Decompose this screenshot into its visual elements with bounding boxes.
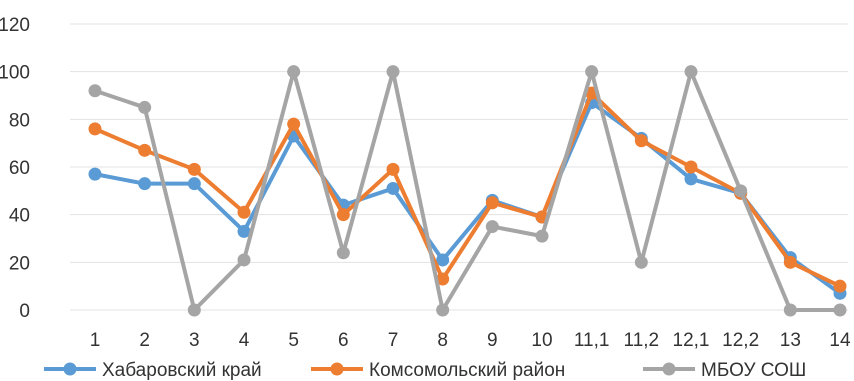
- series-layer: [88, 65, 847, 317]
- legend-item: Хабаровский край: [44, 360, 262, 381]
- series-2: [88, 86, 847, 293]
- x-tick-label: 8: [437, 330, 448, 351]
- x-axis-ticks: 1 2 3 4 5 6 7 8 9 10 11,1 11,2 12,1 12,2 13 14: [90, 330, 851, 351]
- data-point: [237, 224, 251, 238]
- x-tick-label: 1: [90, 330, 101, 351]
- data-point: [336, 246, 350, 260]
- x-tick-label: 12,1: [673, 330, 710, 351]
- data-point: [88, 122, 102, 136]
- y-tick-label: 60: [9, 158, 30, 179]
- data-point: [485, 220, 499, 234]
- data-point: [634, 255, 648, 269]
- data-point: [684, 65, 698, 79]
- x-tick-label: 12,2: [722, 330, 759, 351]
- legend: Хабаровский край Комсомольский район МБОУ …: [44, 360, 806, 381]
- legend-marker: [330, 362, 344, 376]
- y-tick-label: 20: [9, 253, 30, 274]
- data-point: [187, 303, 201, 317]
- series-line: [93, 100, 842, 296]
- data-point: [684, 160, 698, 174]
- series-line: [93, 91, 842, 289]
- y-axis-ticks: 0 20 40 60 80 100 120: [0, 15, 30, 322]
- data-point: [88, 167, 102, 181]
- data-point: [187, 177, 201, 191]
- x-tick-label: 5: [288, 330, 299, 351]
- y-tick-label: 100: [0, 63, 30, 84]
- data-point: [734, 184, 748, 198]
- legend-label: Комсомольский район: [369, 360, 565, 381]
- legend-marker: [662, 362, 676, 376]
- data-point: [237, 205, 251, 219]
- data-point: [386, 65, 400, 79]
- data-point: [88, 84, 102, 98]
- data-point: [684, 172, 698, 186]
- x-tick-label: 7: [388, 330, 399, 351]
- data-point: [436, 272, 450, 286]
- legend-item: Комсомольский район: [311, 360, 565, 381]
- y-tick-label: 0: [19, 301, 30, 322]
- data-point: [783, 303, 797, 317]
- x-tick-label: 10: [531, 330, 552, 351]
- data-point: [783, 255, 797, 269]
- series-3: [88, 65, 847, 317]
- x-tick-label: 11,1: [574, 330, 610, 351]
- data-point: [336, 208, 350, 222]
- x-tick-label: 3: [189, 330, 200, 351]
- data-point: [287, 117, 301, 131]
- data-point: [535, 229, 549, 243]
- data-point: [138, 100, 152, 114]
- legend-label: МБОУ СОШ: [701, 360, 806, 381]
- data-point: [138, 177, 152, 191]
- data-point: [386, 181, 400, 195]
- data-point: [634, 134, 648, 148]
- x-tick-label: 13: [780, 330, 801, 351]
- data-point: [436, 253, 450, 267]
- x-tick-label: 9: [487, 330, 498, 351]
- x-tick-label: 2: [139, 330, 150, 351]
- data-point: [436, 303, 450, 317]
- series-line: [93, 69, 842, 312]
- y-tick-label: 40: [9, 206, 30, 227]
- data-point: [187, 162, 201, 176]
- legend-label: Хабаровский край: [102, 360, 262, 381]
- data-point: [287, 65, 301, 79]
- legend-marker: [63, 362, 77, 376]
- data-point: [138, 143, 152, 157]
- x-tick-label: 14: [829, 330, 851, 351]
- x-tick-label: 6: [338, 330, 349, 351]
- y-tick-label: 120: [0, 15, 30, 36]
- data-point: [833, 303, 847, 317]
- x-tick-label: 11,2: [624, 330, 660, 351]
- data-point: [237, 253, 251, 267]
- data-point: [485, 196, 499, 210]
- y-tick-label: 80: [9, 110, 30, 131]
- data-point: [585, 65, 599, 79]
- x-tick-label: 4: [239, 330, 250, 351]
- data-point: [386, 162, 400, 176]
- legend-item: МБОУ СОШ: [643, 360, 806, 381]
- data-point: [833, 279, 847, 293]
